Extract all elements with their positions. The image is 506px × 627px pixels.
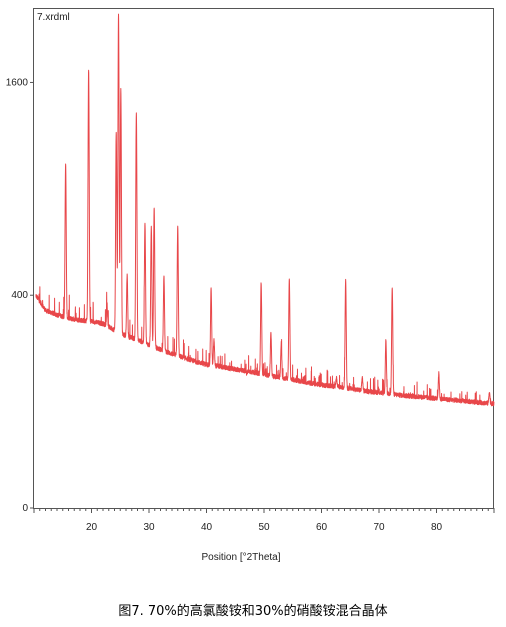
y-axis: 0 400 1600 — [6, 77, 34, 514]
x-tick-label: 80 — [431, 522, 443, 533]
xrd-chart: 7.xrdml 0 400 1600 20 30 40 50 60 70 80 Position… — [6, 8, 495, 563]
x-tick-label: 60 — [316, 522, 328, 533]
diffraction-pattern-line — [35, 13, 495, 407]
chart-file-label: 7.xrdml — [37, 12, 70, 23]
x-axis: 20 30 40 50 60 70 80 — [33, 508, 495, 533]
x-axis-label: Position [°2Theta] — [201, 552, 280, 563]
x-tick-label: 70 — [373, 522, 385, 533]
plot-frame — [33, 8, 494, 509]
x-tick-label: 30 — [143, 522, 155, 533]
x-tick-label: 40 — [201, 522, 213, 533]
x-tick-label: 50 — [258, 522, 270, 533]
y-tick-label: 1600 — [6, 77, 29, 88]
y-tick-label: 400 — [11, 290, 28, 301]
figure-caption: 图7. 70%的高氯酸铵和30%的硝酸铵混合晶体 — [118, 604, 388, 619]
x-tick-label: 20 — [86, 522, 98, 533]
y-tick-label: 0 — [22, 503, 28, 514]
